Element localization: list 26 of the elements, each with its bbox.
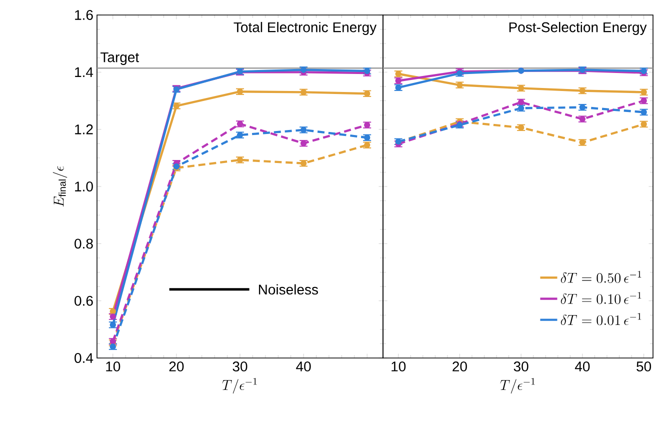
x-axis-title: $T / \epsilon^{-1}$ xyxy=(222,378,257,394)
x-tick-label: 10 xyxy=(106,362,120,372)
annotation: Noiseless xyxy=(258,284,318,295)
y-axis-title: $E_{\mathrm{final}} / \epsilon$ xyxy=(52,166,68,207)
x-tick-label: 30 xyxy=(232,362,248,372)
y-tick-label: 1.4 xyxy=(75,67,94,77)
ref-line-label: Target xyxy=(100,52,139,65)
legend-label: $\delta T = 0.50\,\epsilon^{-1}$ xyxy=(560,270,642,283)
x-tick-label: 20 xyxy=(452,362,467,372)
x-tick-label: 10 xyxy=(392,362,406,372)
y-tick-label: 1.6 xyxy=(75,10,93,20)
chart-title: Total Electronic Energy xyxy=(234,22,377,35)
x-tick-label: 40 xyxy=(574,362,590,372)
y-tick-label: 0.6 xyxy=(74,296,93,306)
y-tick-label: 0.4 xyxy=(74,353,94,363)
x-tick-label: 30 xyxy=(514,362,528,372)
x-tick-label: 50 xyxy=(636,362,652,372)
y-tick-label: 0.8 xyxy=(74,238,93,249)
x-axis-title: $T / \epsilon^{-1}$ xyxy=(500,378,535,394)
legend-label: $\delta T = 0.10\,\epsilon^{-1}$ xyxy=(560,292,642,304)
x-tick-label: 20 xyxy=(169,362,184,372)
y-tick-label: 1.0 xyxy=(75,182,93,192)
legend-label: $\delta T = 0.01\,\epsilon^{-1}$ xyxy=(560,313,642,326)
x-tick-label: 40 xyxy=(296,362,311,372)
y-tick-label: 1.2 xyxy=(75,124,93,134)
chart-title: Post-Selection Energy xyxy=(509,22,647,35)
